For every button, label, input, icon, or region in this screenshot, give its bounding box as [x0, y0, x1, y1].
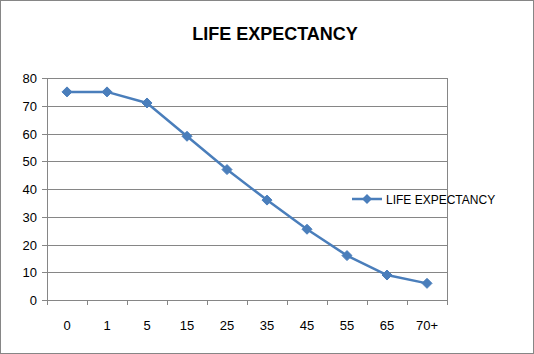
y-tick-label: 10 [23, 265, 37, 280]
grid-line [47, 134, 447, 135]
y-tick [42, 78, 47, 79]
x-tick-label: 70+ [416, 318, 438, 333]
plot-frame [48, 79, 448, 301]
y-tick [42, 245, 47, 246]
x-tick [327, 300, 328, 305]
y-tick-label: 70 [23, 99, 37, 114]
marker [102, 87, 112, 97]
plot-marks [62, 87, 432, 288]
marker [422, 278, 432, 288]
y-tick [42, 217, 47, 218]
chart-svg: LIFE EXPECTANCY0102030405060708001515253… [0, 0, 534, 354]
x-tick [407, 300, 408, 305]
marker [142, 98, 152, 108]
x-tick [447, 300, 448, 305]
marker [182, 131, 192, 141]
x-tick [247, 300, 248, 305]
grid-line [47, 245, 447, 246]
x-tick [287, 300, 288, 305]
y-tick-label: 80 [23, 71, 37, 86]
x-tick-label: 45 [300, 318, 314, 333]
y-tick-label: 50 [23, 154, 37, 169]
x-tick [207, 300, 208, 305]
x-tick [127, 300, 128, 305]
y-tick [42, 106, 47, 107]
y-tick [42, 189, 47, 190]
grid-line [47, 189, 447, 190]
x-tick [87, 300, 88, 305]
marker [62, 87, 72, 97]
x-tick-label: 5 [143, 318, 150, 333]
x-tick-label: 15 [180, 318, 194, 333]
x-tick-label: 65 [380, 318, 394, 333]
legend-marker [362, 194, 372, 204]
y-tick [42, 272, 47, 273]
y-tick [42, 161, 47, 162]
chart-border [1, 1, 534, 354]
grid-line [47, 106, 447, 107]
y-tick-label: 20 [23, 238, 37, 253]
marker [382, 270, 392, 280]
y-tick-label: 30 [23, 210, 37, 225]
y-tick [42, 300, 47, 301]
y-tick-label: 0 [30, 293, 37, 308]
marker [262, 195, 272, 205]
x-tick-label: 55 [340, 318, 354, 333]
legend-label: LIFE EXPECTANCY [386, 193, 495, 207]
y-tick-label: 40 [23, 182, 37, 197]
x-tick [47, 300, 48, 305]
series-line [67, 92, 427, 283]
y-tick-label: 60 [23, 127, 37, 142]
y-tick [42, 134, 47, 135]
x-tick [367, 300, 368, 305]
grid-line [47, 161, 447, 162]
marker [302, 224, 312, 234]
chart-title: LIFE EXPECTANCY [192, 24, 358, 44]
grid-line [47, 217, 447, 218]
x-tick [167, 300, 168, 305]
x-tick-label: 35 [260, 318, 274, 333]
x-tick-label: 0 [63, 318, 70, 333]
marker [222, 165, 232, 175]
x-tick-label: 1 [103, 318, 110, 333]
x-tick-label: 25 [220, 318, 234, 333]
chart-root: LIFE EXPECTANCY0102030405060708001515253… [0, 0, 534, 354]
marker [342, 251, 352, 261]
